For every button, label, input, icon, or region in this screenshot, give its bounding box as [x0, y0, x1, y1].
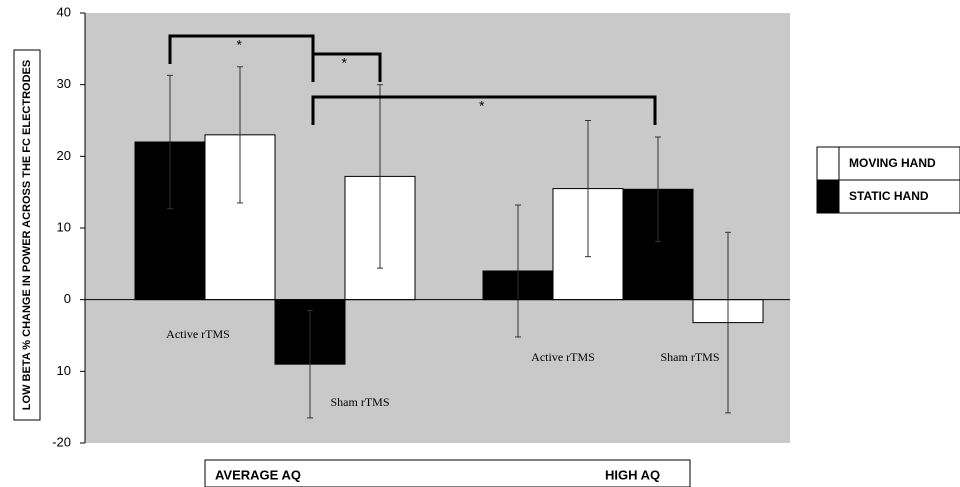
- legend-box: [816, 146, 960, 181]
- legend-label: STATIC HAND: [849, 189, 929, 203]
- group-label: HIGH AQ: [605, 467, 660, 482]
- legend-label: MOVING HAND: [849, 156, 936, 170]
- legend-box: [816, 179, 960, 214]
- annotation: *: [479, 98, 485, 114]
- legend-swatch: [816, 146, 840, 181]
- y-tick-label: 20: [57, 148, 71, 163]
- x-tick-label: Active rTMS: [166, 327, 230, 341]
- y-tick-label: -20: [52, 434, 71, 449]
- y-axis-label: LOW BETA % CHANGE IN POWER ACROSS THE FC…: [21, 60, 33, 410]
- legend-swatch: [816, 179, 840, 214]
- annotation: *: [342, 55, 348, 71]
- group-label: AVERAGE AQ: [215, 467, 301, 482]
- y-tick-label: 10: [57, 219, 71, 234]
- x-tick-label: Active rTMS: [531, 350, 595, 364]
- y-tick-label: 30: [57, 76, 71, 91]
- group-box: [204, 459, 691, 487]
- significance-bracket: [311, 95, 657, 125]
- significance-bracket: [311, 52, 382, 82]
- significance-bracket: [168, 34, 315, 64]
- x-tick-label: Sham rTMS: [330, 395, 389, 409]
- x-tick-label: Sham rTMS: [660, 350, 719, 364]
- y-tick-label: 40: [57, 4, 71, 19]
- y-tick-label: 0: [64, 291, 71, 306]
- y-tick-label: 10: [57, 363, 71, 378]
- annotation: *: [237, 37, 243, 53]
- y-label-box: [13, 49, 41, 421]
